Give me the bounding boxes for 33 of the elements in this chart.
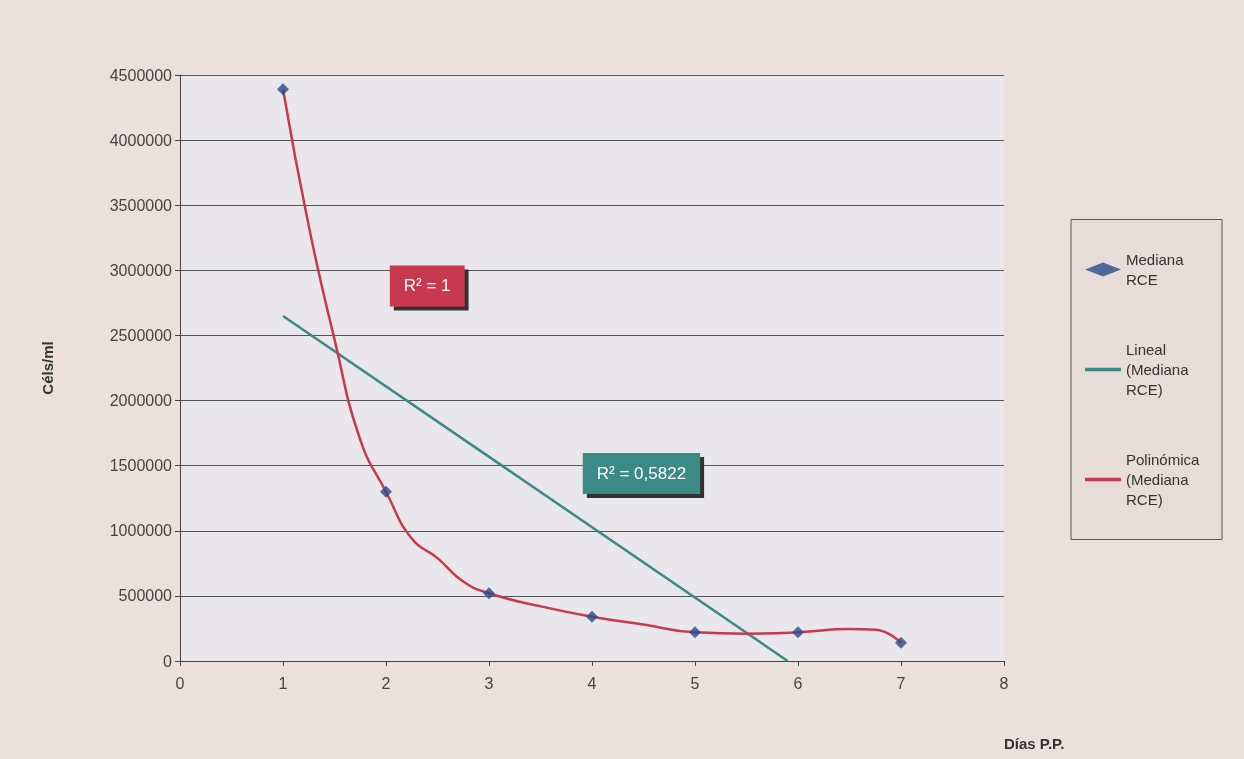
point <box>792 626 804 639</box>
y-axis-title: Céls/ml <box>39 341 56 395</box>
y-tick-label: 1500000 <box>109 457 173 475</box>
x-tick-label: 6 <box>793 674 803 692</box>
point <box>586 610 598 623</box>
legend-label: Lineal (Mediana RCE) <box>1126 341 1193 398</box>
legend-label: Polinómica (Mediana RCE) <box>1126 451 1204 508</box>
annotation: R² = 1 <box>403 276 451 296</box>
y-tick-label: 3000000 <box>109 261 173 279</box>
legend-label: Mediana RCE <box>1126 251 1188 288</box>
x-tick-label: 1 <box>278 674 288 692</box>
x-axis-title: Días P.P. <box>1004 735 1065 752</box>
y-tick-label: 0 <box>163 652 173 670</box>
point <box>277 83 289 96</box>
x-tick-label: 0 <box>175 674 185 692</box>
point <box>380 485 392 498</box>
x-tick-label: 4 <box>587 674 597 692</box>
y-tick-label: 4000000 <box>109 131 173 149</box>
point <box>895 636 907 649</box>
x-tick-label: 8 <box>999 674 1009 692</box>
point <box>483 587 495 600</box>
y-tick-label: 3500000 <box>109 196 173 214</box>
x-tick-label: 3 <box>484 674 494 692</box>
annotation: R² = 0,5822 <box>596 463 687 483</box>
y-tick-label: 1000000 <box>109 522 173 540</box>
y-tick-label: 2000000 <box>109 392 173 410</box>
point <box>689 626 701 639</box>
x-tick-label: 7 <box>896 674 906 692</box>
y-tick-label: 500000 <box>118 587 173 605</box>
x-tick-label: 2 <box>381 674 391 692</box>
y-tick-label: 4500000 <box>109 66 173 84</box>
x-tick-label: 5 <box>690 674 700 692</box>
y-tick-label: 2500000 <box>109 326 173 344</box>
